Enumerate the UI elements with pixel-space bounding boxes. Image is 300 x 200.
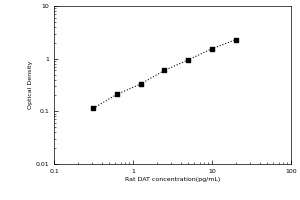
X-axis label: Rat DAT concentration(pg/mL): Rat DAT concentration(pg/mL) (125, 177, 220, 182)
Point (138, 82, 143, 86)
Point (233, 38, 238, 41)
Y-axis label: Optical Density: Optical Density (28, 61, 33, 109)
Point (162, 69, 167, 72)
Point (186, 58, 190, 61)
Point (115, 93, 119, 96)
Point (210, 47, 214, 50)
Point (91, 107, 95, 110)
